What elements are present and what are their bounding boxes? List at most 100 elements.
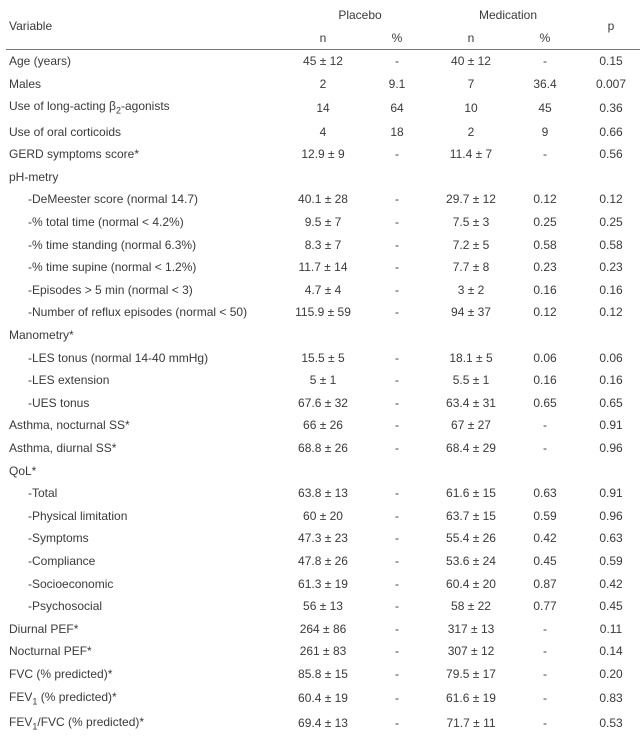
row-label: -UES tonus <box>6 392 286 415</box>
table-row: -Physical limitation60 ± 20-63.7 ± 150.5… <box>6 505 640 528</box>
cell-placebo-n: 60 ± 20 <box>286 505 360 528</box>
cell-placebo-n: 67.6 ± 32 <box>286 392 360 415</box>
cell-placebo-n: 15.5 ± 5 <box>286 347 360 370</box>
table-row: -Socioeconomic61.3 ± 19-60.4 ± 200.870.4… <box>6 573 640 596</box>
empty-cell <box>360 460 434 483</box>
empty-cell <box>434 460 508 483</box>
cell-med-pct: 36.4 <box>508 73 582 96</box>
col-header-placebo: Placebo <box>286 4 434 27</box>
cell-placebo-n: 85.8 ± 15 <box>286 663 360 686</box>
cell-p: 0.16 <box>582 369 640 392</box>
cell-med-pct: 0.59 <box>508 505 582 528</box>
row-label: -LES extension <box>6 369 286 392</box>
table-row: Asthma, diurnal SS*68.8 ± 26-68.4 ± 29-0… <box>6 437 640 460</box>
cell-med-pct: - <box>508 663 582 686</box>
row-label: -Psychosocial <box>6 595 286 618</box>
cell-med-pct: 0.42 <box>508 527 582 550</box>
row-label: -Compliance <box>6 550 286 573</box>
cell-placebo-n: 66 ± 26 <box>286 414 360 437</box>
row-label: FVC (% predicted)* <box>6 663 286 686</box>
table-row: -% time standing (normal 6.3%)8.3 ± 7-7.… <box>6 234 640 257</box>
row-label: -Total <box>6 482 286 505</box>
cell-placebo-n: 115.9 ± 59 <box>286 301 360 324</box>
cell-placebo-pct: - <box>360 211 434 234</box>
cell-med-n: 2 <box>434 121 508 144</box>
cell-placebo-n: 4 <box>286 121 360 144</box>
cell-med-n: 55.4 ± 26 <box>434 527 508 550</box>
cell-p: 0.96 <box>582 505 640 528</box>
cell-p: 0.65 <box>582 392 640 415</box>
cell-p: 0.12 <box>582 301 640 324</box>
cell-placebo-pct: - <box>360 505 434 528</box>
cell-med-n: 61.6 ± 19 <box>434 686 508 711</box>
cell-p: 0.20 <box>582 663 640 686</box>
cell-p: 0.45 <box>582 595 640 618</box>
cell-med-pct: 0.16 <box>508 279 582 302</box>
cell-placebo-pct: - <box>360 234 434 257</box>
cell-med-pct: 0.25 <box>508 211 582 234</box>
col-header-variable: Variable <box>6 4 286 50</box>
cell-placebo-pct: 18 <box>360 121 434 144</box>
cell-med-pct: 0.63 <box>508 482 582 505</box>
cell-placebo-n: 45 ± 12 <box>286 50 360 73</box>
cell-med-n: 68.4 ± 29 <box>434 437 508 460</box>
row-label: -% time supine (normal < 1.2%) <box>6 256 286 279</box>
row-label: -LES tonus (normal 14-40 mmHg) <box>6 347 286 370</box>
cell-p: 0.56 <box>582 143 640 166</box>
cell-med-pct: - <box>508 143 582 166</box>
cell-p: 0.16 <box>582 279 640 302</box>
empty-cell <box>434 166 508 189</box>
cell-med-pct: 0.23 <box>508 256 582 279</box>
cell-med-n: 10 <box>434 95 508 120</box>
cell-med-n: 11.4 ± 7 <box>434 143 508 166</box>
row-label: Nocturnal PEF* <box>6 640 286 663</box>
cell-med-pct: 0.77 <box>508 595 582 618</box>
table-row: FEV1/FVC (% predicted)*69.4 ± 13-71.7 ± … <box>6 711 640 736</box>
table-row: Use of oral corticoids418290.66 <box>6 121 640 144</box>
col-subheader-placebo-pct: % <box>360 27 434 50</box>
cell-placebo-pct: - <box>360 663 434 686</box>
row-label: Use of long-acting β2-agonists <box>6 95 286 120</box>
cell-p: 0.91 <box>582 414 640 437</box>
row-label: -Number of reflux episodes (normal < 50) <box>6 301 286 324</box>
row-label: Asthma, nocturnal SS* <box>6 414 286 437</box>
table-body: Age (years)45 ± 12-40 ± 12-0.15Males29.1… <box>6 50 640 737</box>
row-label: -Physical limitation <box>6 505 286 528</box>
cell-med-pct: 0.12 <box>508 188 582 211</box>
row-label: pH-metry <box>6 166 286 189</box>
cell-p: 0.59 <box>582 550 640 573</box>
cell-placebo-pct: - <box>360 256 434 279</box>
cell-placebo-n: 68.8 ± 26 <box>286 437 360 460</box>
row-label: -% total time (normal < 4.2%) <box>6 211 286 234</box>
cell-p: 0.63 <box>582 527 640 550</box>
cell-placebo-pct: - <box>360 369 434 392</box>
cell-med-n: 18.1 ± 5 <box>434 347 508 370</box>
empty-cell <box>508 324 582 347</box>
table-row: -Psychosocial56 ± 13-58 ± 220.770.45 <box>6 595 640 618</box>
cell-placebo-n: 264 ± 86 <box>286 618 360 641</box>
cell-med-pct: 0.45 <box>508 550 582 573</box>
cell-med-pct: 0.65 <box>508 392 582 415</box>
empty-cell <box>286 166 360 189</box>
empty-cell <box>582 460 640 483</box>
empty-cell <box>286 460 360 483</box>
empty-cell <box>360 166 434 189</box>
row-label: Asthma, diurnal SS* <box>6 437 286 460</box>
cell-med-pct: 0.12 <box>508 301 582 324</box>
cell-med-pct: - <box>508 437 582 460</box>
cell-med-pct: 0.87 <box>508 573 582 596</box>
cell-med-pct: 0.58 <box>508 234 582 257</box>
cell-p: 0.96 <box>582 437 640 460</box>
table-row: FVC (% predicted)*85.8 ± 15-79.5 ± 17-0.… <box>6 663 640 686</box>
cell-placebo-n: 12.9 ± 9 <box>286 143 360 166</box>
cell-p: 0.66 <box>582 121 640 144</box>
empty-cell <box>582 166 640 189</box>
row-label: FEV1/FVC (% predicted)* <box>6 711 286 736</box>
row-label: -Socioeconomic <box>6 573 286 596</box>
cell-med-pct: - <box>508 414 582 437</box>
cell-med-pct: - <box>508 640 582 663</box>
cell-p: 0.23 <box>582 256 640 279</box>
empty-cell <box>582 324 640 347</box>
table-row: -Symptoms47.3 ± 23-55.4 ± 260.420.63 <box>6 527 640 550</box>
cell-med-pct: - <box>508 618 582 641</box>
